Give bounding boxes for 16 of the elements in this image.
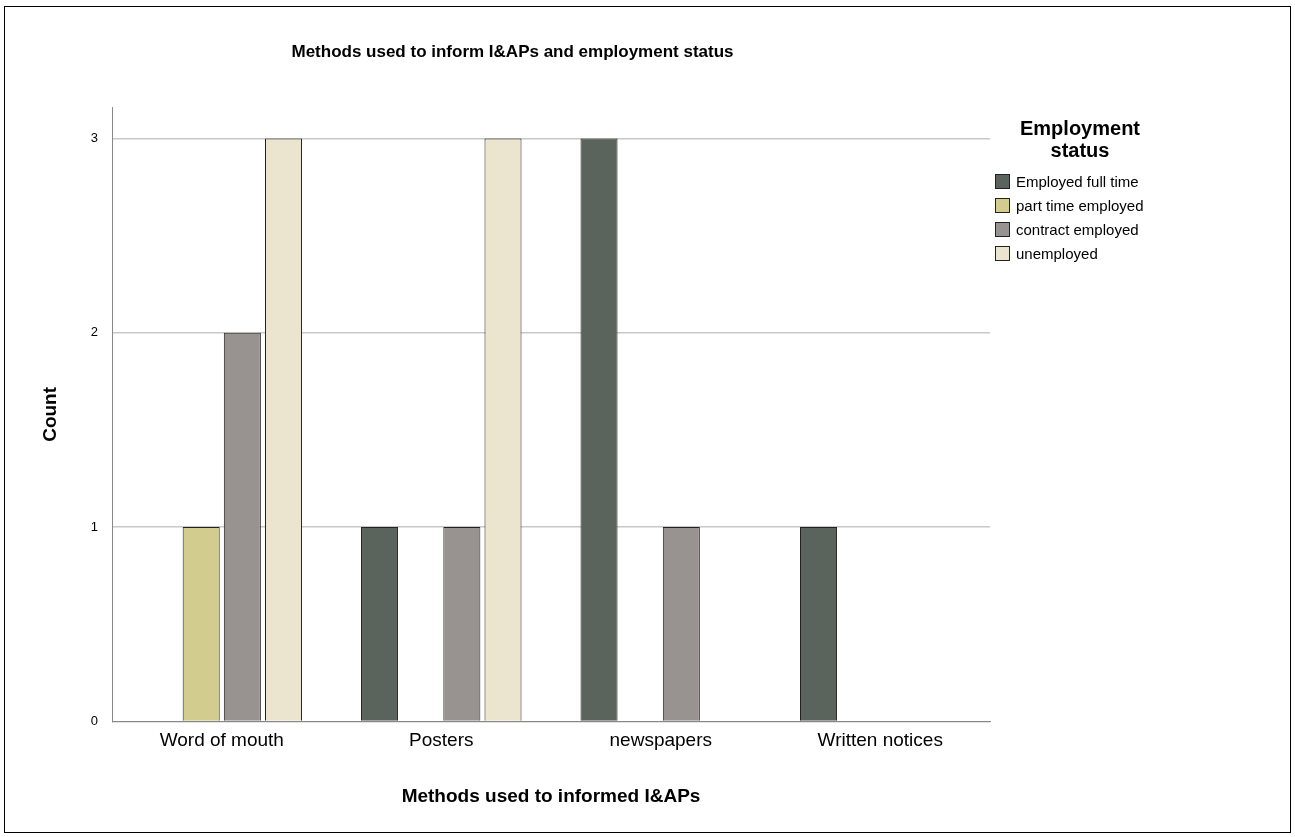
legend-label: contract employed (1016, 220, 1139, 238)
legend-label: Employed full time (1016, 172, 1139, 190)
x-tick-label: Word of mouth (159, 729, 284, 751)
y-tick-label: 1 (90, 518, 99, 534)
y-axis-title: Count (38, 386, 60, 442)
y-tick-label: 0 (90, 712, 99, 728)
legend-title: Employment status (1019, 117, 1141, 161)
y-tick-label: 2 (90, 324, 99, 340)
y-tick-label: 3 (90, 130, 99, 146)
chart-title: Methods used to inform I&APs and employment status (291, 41, 734, 61)
x-tick-label: Written notices (817, 729, 943, 751)
legend-label: unemployed (1016, 244, 1098, 262)
x-tick-label: newspapers (609, 729, 712, 751)
legend-label: part time employed (1016, 196, 1144, 214)
x-tick-label: Posters (409, 729, 474, 751)
x-axis-title: Methods used to informed I&APs (401, 784, 701, 806)
